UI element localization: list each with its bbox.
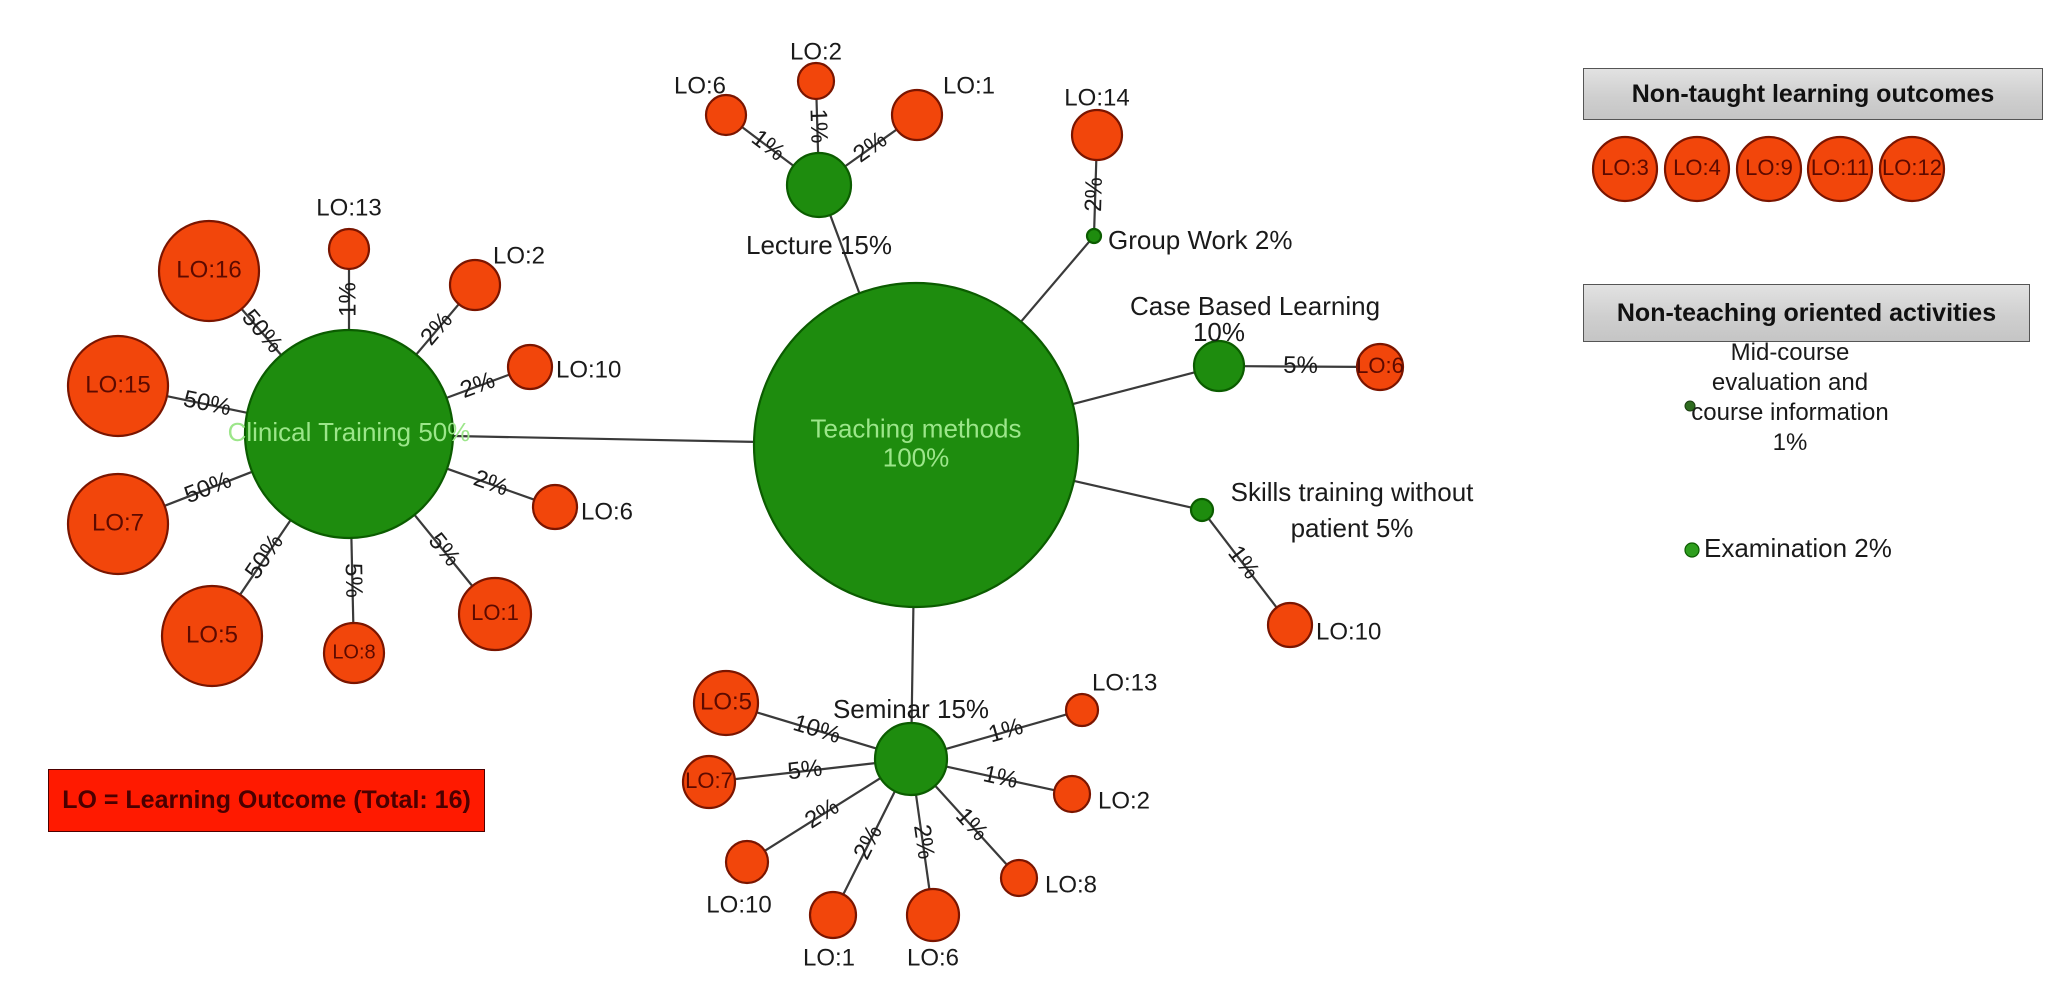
svg-text:LO:13: LO:13 xyxy=(1092,669,1157,696)
svg-text:LO:1: LO:1 xyxy=(803,944,855,971)
svg-text:patient 5%: patient 5% xyxy=(1291,513,1414,543)
svg-text:1%: 1% xyxy=(985,713,1026,749)
svg-text:5%: 5% xyxy=(340,563,368,598)
svg-text:LO:3: LO:3 xyxy=(1601,155,1649,180)
svg-text:LO:7: LO:7 xyxy=(92,509,144,536)
svg-text:LO:6: LO:6 xyxy=(907,944,959,971)
svg-text:2%: 2% xyxy=(908,823,940,861)
svg-text:10%: 10% xyxy=(1193,317,1245,347)
svg-text:2%: 2% xyxy=(457,367,499,404)
svg-text:LO:6: LO:6 xyxy=(581,498,633,525)
svg-text:1%: 1% xyxy=(804,108,832,143)
svg-text:Group Work 2%: Group Work 2% xyxy=(1108,225,1292,255)
svg-text:LO:12: LO:12 xyxy=(1882,155,1942,180)
svg-text:1%: 1% xyxy=(334,282,361,317)
svg-text:1%: 1% xyxy=(981,760,1021,794)
svg-text:LO:8: LO:8 xyxy=(332,641,375,663)
svg-text:50%: 50% xyxy=(240,529,289,584)
svg-text:LO:8: LO:8 xyxy=(1045,871,1097,898)
svg-text:Skills training without: Skills training without xyxy=(1231,477,1475,507)
svg-text:LO:13: LO:13 xyxy=(316,194,381,221)
svg-text:LO:15: LO:15 xyxy=(85,371,150,398)
svg-text:LO:7: LO:7 xyxy=(685,768,733,793)
svg-text:LO:4: LO:4 xyxy=(1673,155,1721,180)
svg-text:LO:1: LO:1 xyxy=(471,600,519,625)
svg-text:LO:9: LO:9 xyxy=(1745,155,1793,180)
svg-text:LO:10: LO:10 xyxy=(556,356,621,383)
svg-text:50%: 50% xyxy=(181,385,234,421)
svg-text:LO:6: LO:6 xyxy=(1356,353,1404,378)
svg-text:LO:6: LO:6 xyxy=(674,72,726,99)
svg-text:Teaching methods: Teaching methods xyxy=(810,413,1021,443)
svg-text:LO:1: LO:1 xyxy=(943,72,995,99)
svg-text:2%: 2% xyxy=(848,126,892,168)
svg-text:50%: 50% xyxy=(181,466,236,509)
svg-text:2%: 2% xyxy=(470,465,512,502)
svg-text:LO:2: LO:2 xyxy=(493,242,545,269)
svg-text:Clinical Training 50%: Clinical Training 50% xyxy=(228,417,471,447)
svg-text:Seminar 15%: Seminar 15% xyxy=(833,694,989,724)
svg-text:1%: 1% xyxy=(746,124,790,166)
svg-text:Case Based Learning: Case Based Learning xyxy=(1130,291,1380,321)
svg-text:LO:5: LO:5 xyxy=(700,688,752,715)
svg-text:Lecture 15%: Lecture 15% xyxy=(746,230,892,260)
svg-text:5%: 5% xyxy=(1283,352,1318,379)
svg-text:5%: 5% xyxy=(786,755,824,786)
svg-text:LO:14: LO:14 xyxy=(1064,84,1129,111)
svg-text:LO:2: LO:2 xyxy=(790,38,842,65)
svg-text:1%: 1% xyxy=(1222,540,1265,584)
svg-text:LO:10: LO:10 xyxy=(706,891,771,918)
svg-text:LO:2: LO:2 xyxy=(1098,787,1150,814)
svg-text:LO:16: LO:16 xyxy=(176,256,241,283)
svg-text:LO:10: LO:10 xyxy=(1316,618,1381,645)
svg-text:2%: 2% xyxy=(800,793,844,834)
svg-text:100%: 100% xyxy=(883,442,950,472)
svg-text:LO:5: LO:5 xyxy=(186,621,238,648)
svg-text:LO:11: LO:11 xyxy=(1811,155,1869,180)
svg-text:2%: 2% xyxy=(1080,177,1108,212)
svg-text:2%: 2% xyxy=(848,821,888,864)
